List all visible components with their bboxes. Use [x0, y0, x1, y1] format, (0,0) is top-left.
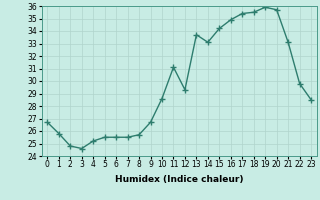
X-axis label: Humidex (Indice chaleur): Humidex (Indice chaleur): [115, 175, 244, 184]
